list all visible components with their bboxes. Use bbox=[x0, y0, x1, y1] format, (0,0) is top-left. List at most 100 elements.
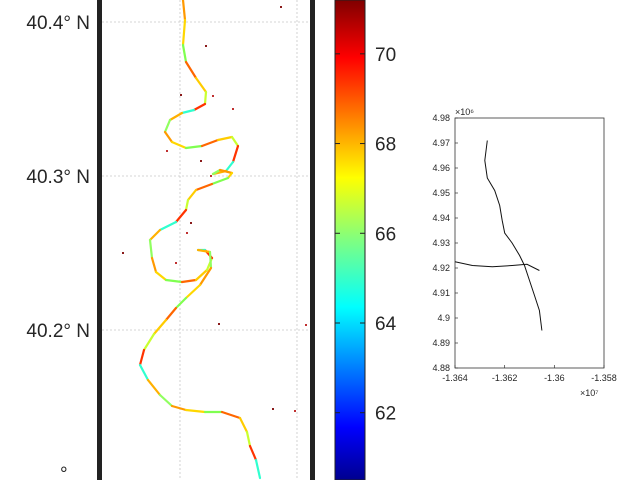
river-segment bbox=[194, 182, 214, 192]
river-segment bbox=[224, 160, 235, 173]
lat-tick-label: 40.3° N bbox=[26, 167, 90, 188]
river-segment bbox=[168, 111, 184, 122]
river-segment bbox=[163, 130, 174, 144]
inset-y-exponent: ×10⁶ bbox=[455, 107, 474, 117]
data-speck bbox=[166, 150, 168, 152]
latitude-tick-labels: 40.4° N 40.3° N 40.2° N bbox=[26, 13, 90, 342]
river-trace bbox=[122, 0, 307, 480]
inset-ticks: 4.88 4.89 4.9 4.91 4.92 4.93 4.94 4.95 4.96 4.97 4… bbox=[432, 113, 616, 383]
inset-y-tick-label: 4.91 bbox=[432, 288, 450, 298]
colorbar-tick-label: 66 bbox=[375, 224, 396, 245]
river-segment bbox=[181, 18, 187, 47]
river-segment bbox=[150, 256, 158, 274]
inset-x-tick-label: -1.362 bbox=[492, 373, 518, 383]
river-segment bbox=[220, 410, 242, 420]
river-segment bbox=[210, 176, 230, 186]
data-speck bbox=[200, 160, 202, 162]
inset-x-exponent: ×10⁷ bbox=[580, 388, 599, 398]
river-segment bbox=[148, 228, 162, 242]
river-segment bbox=[208, 250, 213, 270]
river-segment bbox=[245, 430, 252, 448]
river-segment bbox=[146, 378, 162, 397]
inset-x-tick-label: -1.358 bbox=[591, 373, 617, 383]
partial-degree-mark: ° bbox=[60, 464, 68, 480]
river-segment bbox=[196, 248, 212, 254]
map-panel: 40.4° N 40.3° N 40.2° N ° bbox=[26, 0, 315, 480]
river-segment bbox=[186, 188, 198, 202]
data-speck bbox=[210, 175, 212, 177]
map-right-border bbox=[310, 0, 315, 480]
inset-y-tick-label: 4.88 bbox=[432, 363, 450, 373]
inset-x-tick-label: -1.364 bbox=[442, 373, 468, 383]
river-segment bbox=[184, 198, 190, 212]
colorbar: 62 64 66 68 70 bbox=[334, 0, 397, 480]
river-segment bbox=[152, 318, 168, 336]
inset-y-tick-label: 4.89 bbox=[432, 338, 450, 348]
river-segment bbox=[170, 140, 188, 150]
river-segment bbox=[194, 76, 208, 94]
inset-y-tick-label: 4.96 bbox=[432, 163, 450, 173]
river-segment bbox=[142, 332, 156, 352]
river-segment bbox=[158, 220, 178, 232]
river-segment bbox=[200, 138, 220, 148]
colorbar-tick-label: 62 bbox=[375, 404, 396, 425]
river-segment bbox=[198, 266, 213, 287]
colorbar-tick-label: 68 bbox=[375, 135, 396, 156]
river-segment bbox=[138, 348, 146, 367]
river-segment bbox=[192, 102, 207, 112]
data-speck bbox=[218, 323, 220, 325]
inset-plot: 4.88 4.89 4.9 4.91 4.92 4.93 4.94 4.95 4.96 4.97 4… bbox=[432, 107, 616, 398]
map-axes-box bbox=[101, 0, 314, 480]
river-segment bbox=[203, 90, 208, 106]
river-segment bbox=[184, 283, 202, 300]
lat-tick-label: 40.2° N bbox=[26, 321, 90, 342]
map-left-border bbox=[97, 0, 102, 480]
river-segment bbox=[170, 404, 188, 412]
river-segment bbox=[181, 43, 188, 64]
river-segment bbox=[181, 0, 187, 22]
inset-series bbox=[454, 140, 543, 331]
river-segment bbox=[180, 278, 198, 284]
data-speck bbox=[122, 252, 124, 254]
river-segment bbox=[164, 278, 184, 284]
data-speck bbox=[232, 108, 234, 110]
inset-series-line bbox=[454, 261, 540, 271]
data-speck bbox=[272, 408, 274, 410]
colorbar-tick-labels: 62 64 66 68 70 bbox=[335, 45, 397, 425]
river-segment bbox=[254, 458, 262, 480]
river-segment bbox=[138, 363, 150, 382]
inset-y-tick-label: 4.98 bbox=[432, 113, 450, 123]
data-speck bbox=[305, 324, 307, 326]
river-segment bbox=[148, 238, 154, 260]
river-segment bbox=[174, 208, 188, 224]
colorbar-tick-label: 70 bbox=[375, 45, 396, 66]
data-speck bbox=[190, 222, 192, 224]
colorbar-tick-label: 64 bbox=[375, 314, 397, 335]
inset-y-tick-label: 4.92 bbox=[432, 263, 450, 273]
data-speck bbox=[180, 94, 182, 96]
map-grid bbox=[102, 0, 310, 480]
data-speck bbox=[175, 262, 177, 264]
river-segment bbox=[194, 268, 209, 282]
river-segment bbox=[211, 168, 222, 176]
inset-y-tick-label: 4.94 bbox=[432, 213, 450, 223]
data-speck bbox=[186, 232, 188, 234]
inset-y-tick-label: 4.93 bbox=[432, 238, 450, 248]
river-segment bbox=[230, 135, 240, 148]
inset-y-tick-label: 4.97 bbox=[432, 138, 450, 148]
river-segment bbox=[174, 296, 188, 310]
river-segment bbox=[180, 108, 196, 115]
inset-y-tick-label: 4.95 bbox=[432, 188, 450, 198]
inset-series-line bbox=[484, 140, 543, 331]
data-speck bbox=[294, 410, 296, 412]
data-speck bbox=[280, 6, 282, 8]
inset-axes-box bbox=[454, 117, 605, 369]
river-segment bbox=[154, 270, 168, 282]
river-segment bbox=[164, 306, 178, 322]
colorbar-gradient bbox=[334, 0, 366, 480]
river-segment bbox=[163, 118, 172, 134]
river-segment bbox=[231, 144, 240, 164]
lat-tick-label: 40.4° N bbox=[26, 13, 90, 34]
river-segment bbox=[184, 60, 198, 80]
